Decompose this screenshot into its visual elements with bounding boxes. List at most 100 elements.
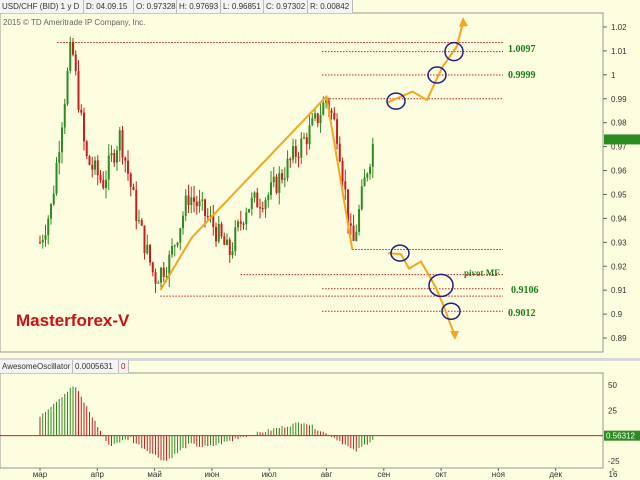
target-circle-1 — [444, 41, 464, 62]
candle-body — [220, 223, 223, 237]
y-tick-label: 0.89 — [611, 334, 627, 343]
candle-body — [209, 215, 212, 217]
x-tick-label: дек — [549, 470, 562, 479]
candle-body — [41, 239, 44, 243]
copyright-text: 2015 © TD Ameritrade IP Company, Inc. — [3, 18, 145, 27]
candle-body — [325, 100, 328, 103]
candle-body — [157, 282, 160, 284]
candle-body — [319, 114, 322, 124]
high-value: H: 0.97693 — [177, 0, 221, 13]
candle-body — [124, 157, 127, 161]
x-tick-label: сен — [377, 470, 390, 479]
candle-body — [91, 164, 94, 170]
candle-body — [344, 181, 347, 190]
candle-body — [69, 41, 72, 71]
candle-body — [300, 138, 303, 158]
y-tick-label: 0.96 — [611, 167, 627, 176]
candle-body — [270, 182, 273, 196]
level-label-2: 0.9999 — [508, 70, 536, 81]
candle-body — [281, 173, 284, 180]
forecast-paths — [159, 17, 468, 340]
x-tick-label: мар — [33, 470, 48, 479]
osc-tick-label: 25 — [608, 406, 617, 415]
target-circle-2 — [427, 66, 447, 84]
candles — [39, 36, 374, 294]
candle-body — [248, 209, 251, 213]
candle-body — [102, 180, 105, 189]
candle-body — [264, 200, 267, 210]
x-tick-label: ноя — [492, 470, 505, 479]
candle-body — [322, 102, 325, 115]
candle-body — [234, 227, 237, 252]
candle-body — [132, 186, 135, 190]
oscillator-name[interactable]: AwesomeOscillator — [0, 360, 73, 373]
axes: 1.02 1.01 1 0.99 0.98 0.97 0.96 0.95 0.94 0.93 0.9… — [33, 23, 640, 479]
candle-body — [206, 215, 209, 217]
candle-body — [88, 156, 91, 165]
candle-body — [149, 244, 152, 263]
watermark-text: Masterforex-V — [16, 311, 130, 330]
target-circle-5 — [428, 273, 454, 298]
candle-body — [58, 152, 61, 163]
candle-body — [347, 189, 350, 224]
y-tick-label: 0.97 — [611, 143, 627, 152]
target-circle-6 — [441, 302, 461, 320]
candle-body — [171, 245, 174, 255]
low-value: L: 0.96851 — [221, 0, 264, 13]
candle-body — [121, 130, 124, 158]
candle-body — [165, 276, 168, 278]
candle-body — [259, 207, 262, 209]
candle-body — [96, 160, 99, 176]
candle-body — [228, 239, 231, 256]
osc-tick-label: 50 — [608, 381, 617, 390]
candle-body — [135, 189, 138, 222]
main-wave-path — [159, 95, 354, 291]
symbol-label[interactable]: USD/CHF (BID) 1 y D — [0, 0, 84, 13]
candle-body — [369, 166, 372, 174]
x-tick-label: авг — [321, 470, 333, 479]
candle-body — [160, 267, 163, 283]
candle-body — [355, 231, 358, 241]
candle-body — [116, 150, 119, 163]
last-price-box — [604, 134, 640, 145]
candle-body — [127, 160, 130, 174]
date-value: D: 04.09.15 — [84, 0, 134, 13]
candle-body — [223, 236, 226, 245]
candle-body — [190, 197, 193, 206]
candle-body — [278, 173, 281, 193]
candle-body — [366, 173, 369, 178]
candle-body — [182, 215, 185, 229]
y-tick-label: 0.98 — [611, 119, 627, 128]
x-tick-label: май — [147, 470, 161, 479]
candle-body — [330, 110, 333, 113]
candle-body — [113, 152, 116, 163]
bear-arrow-head — [450, 331, 459, 340]
candle-body — [50, 204, 53, 219]
candle-body — [231, 251, 234, 256]
level-label-4: 0.9012 — [508, 308, 536, 319]
y-tick-label: 0.95 — [611, 190, 627, 199]
y-tick-label: 0.99 — [611, 95, 627, 104]
candle-body — [47, 218, 50, 236]
candle-body — [80, 109, 83, 113]
candle-body — [267, 195, 270, 201]
candle-body — [74, 54, 77, 72]
candle-body — [294, 146, 297, 157]
candle-body — [261, 208, 264, 210]
candle-body — [179, 228, 182, 243]
candle-body — [289, 158, 292, 160]
candle-body — [154, 272, 157, 284]
candle-body — [253, 192, 256, 198]
x-tick-label: 16 — [609, 470, 618, 479]
candle-body — [61, 127, 64, 153]
candle-body — [198, 200, 201, 207]
y-tick-label: 1.01 — [611, 47, 627, 56]
candle-body — [217, 223, 220, 242]
target-circle-4 — [390, 244, 410, 262]
candle-body — [173, 245, 176, 247]
candle-body — [292, 146, 295, 160]
open-value: O: 0.97328 — [134, 0, 177, 13]
candle-body — [311, 118, 314, 126]
candle-body — [129, 173, 132, 187]
